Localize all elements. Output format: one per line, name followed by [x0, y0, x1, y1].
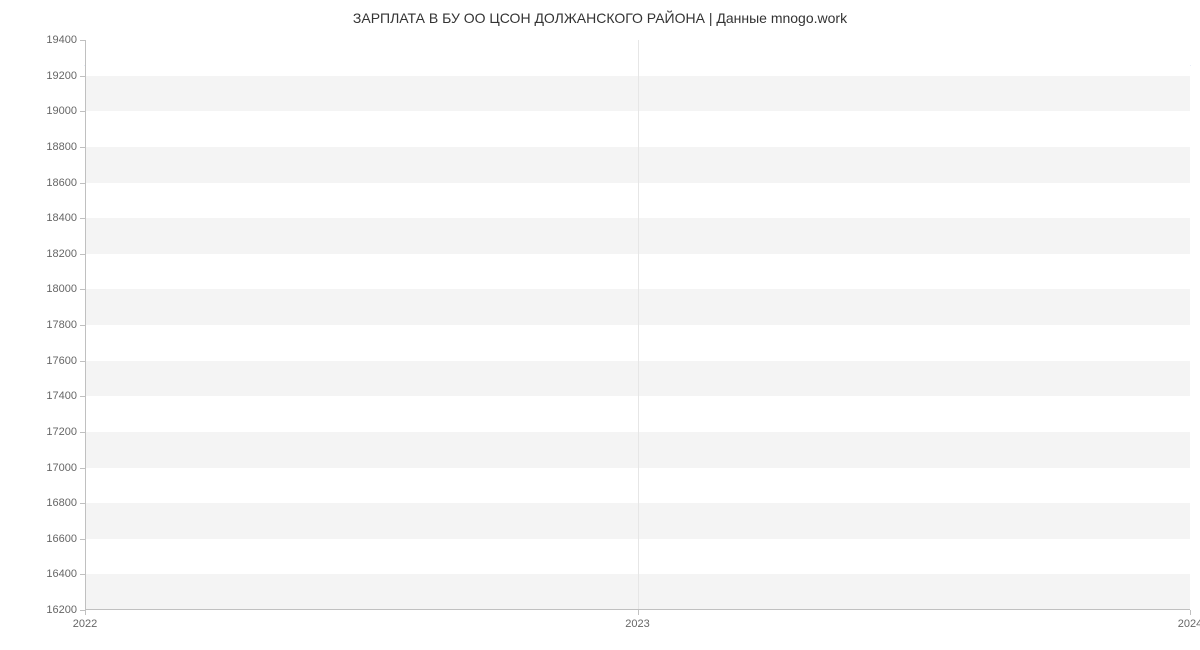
- grid-vline: [638, 40, 639, 610]
- x-tick-mark: [85, 610, 86, 615]
- chart-title: ЗАРПЛАТА В БУ ОО ЦСОН ДОЛЖАНСКОГО РАЙОНА…: [0, 0, 1200, 32]
- y-axis-line: [85, 40, 86, 610]
- x-tick-mark: [1190, 610, 1191, 615]
- salary-line-chart: ЗАРПЛАТА В БУ ОО ЦСОН ДОЛЖАНСКОГО РАЙОНА…: [0, 0, 1200, 650]
- x-tick-label: 2024: [1178, 610, 1200, 630]
- plot-area: 1620016400166001680017000172001740017600…: [85, 40, 1190, 610]
- x-axis-line: [85, 609, 1190, 610]
- x-tick-mark: [638, 610, 639, 615]
